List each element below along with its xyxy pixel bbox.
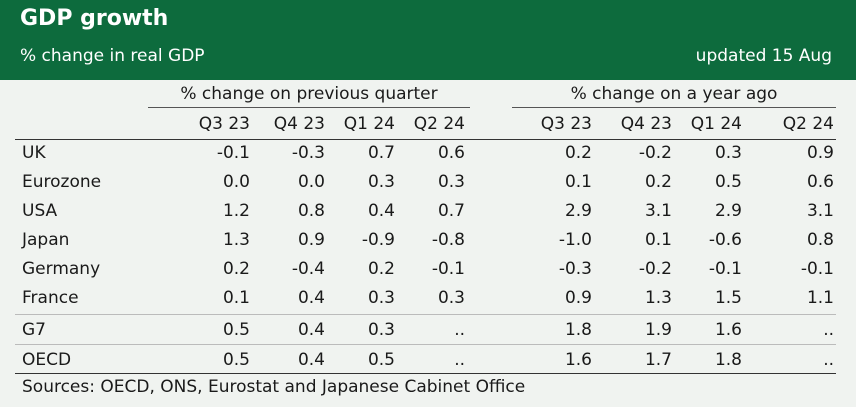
row-label: Eurozone — [22, 172, 102, 192]
table-cell: -0.1 — [708, 259, 742, 279]
table-cell: 0.5 — [222, 350, 250, 370]
table-cell: -0.3 — [558, 259, 592, 279]
group-header: % change on previous quarter — [180, 84, 438, 104]
table-cell: -0.9 — [361, 230, 395, 250]
table-cell: 0.6 — [437, 143, 465, 163]
table-cell: 0.3 — [437, 172, 465, 192]
table-cell: 0.1 — [222, 288, 250, 308]
row-rule — [15, 344, 836, 345]
table-cell: 0.5 — [367, 350, 395, 370]
row-label: Germany — [22, 259, 101, 279]
column-header: Q3 23 — [540, 114, 592, 134]
column-header: Q4 23 — [620, 114, 672, 134]
table-cell: 0.9 — [806, 143, 834, 163]
group-rule — [512, 107, 836, 108]
table-cell: 0.8 — [297, 201, 325, 221]
table-cell: -0.1 — [216, 143, 250, 163]
table-cell: 1.8 — [714, 350, 742, 370]
table-cell: 0.9 — [297, 230, 325, 250]
table-cell: 0.4 — [297, 350, 325, 370]
header-rule — [15, 139, 836, 140]
table-cell: .. — [454, 320, 465, 340]
table-cell: 0.4 — [297, 288, 325, 308]
group-rule — [148, 107, 470, 108]
table-cell: 1.6 — [564, 350, 592, 370]
table-cell: .. — [823, 320, 834, 340]
table-cell: -0.1 — [431, 259, 465, 279]
table-cell: 2.9 — [714, 201, 742, 221]
table-cell: 0.6 — [806, 172, 834, 192]
table-cell: 1.5 — [714, 288, 742, 308]
table-cell: 0.2 — [644, 172, 672, 192]
table-cell: 1.6 — [714, 320, 742, 340]
table-cell: -0.1 — [800, 259, 834, 279]
source-note: Sources: OECD, ONS, Eurostat and Japanes… — [22, 377, 526, 397]
table-cell: 0.7 — [367, 143, 395, 163]
table-cell: 0.0 — [297, 172, 325, 192]
row-label: USA — [22, 201, 58, 221]
table-cell: 0.2 — [222, 259, 250, 279]
table-cell: -0.6 — [708, 230, 742, 250]
table-cell: 2.9 — [564, 201, 592, 221]
subtitle: % change in real GDP — [20, 46, 205, 66]
table-cell: 0.4 — [367, 201, 395, 221]
table-cell: 0.3 — [367, 320, 395, 340]
table-cell: 1.3 — [644, 288, 672, 308]
table-cell: 0.5 — [222, 320, 250, 340]
table-cell: -0.3 — [291, 143, 325, 163]
table-cell: 0.2 — [367, 259, 395, 279]
table-cell: 0.9 — [564, 288, 592, 308]
table-cell: 1.1 — [806, 288, 834, 308]
table-cell: .. — [454, 350, 465, 370]
table-cell: 0.1 — [644, 230, 672, 250]
table-cell: 0.5 — [714, 172, 742, 192]
row-label: UK — [22, 143, 46, 163]
column-header: Q4 23 — [273, 114, 325, 134]
table-cell: 0.7 — [437, 201, 465, 221]
table-cell: 0.2 — [564, 143, 592, 163]
group-header: % change on a year ago — [570, 84, 778, 104]
updated: updated 15 Aug — [695, 46, 832, 66]
row-label: OECD — [22, 350, 72, 370]
header: GDP growth % change in real GDP updated … — [0, 0, 856, 80]
table-cell: 0.1 — [564, 172, 592, 192]
table-cell: -0.8 — [431, 230, 465, 250]
table-cell: -0.2 — [638, 143, 672, 163]
column-header: Q2 24 — [782, 114, 834, 134]
column-header: Q3 23 — [198, 114, 250, 134]
table-cell: 0.8 — [806, 230, 834, 250]
table-cell: 1.7 — [644, 350, 672, 370]
table-cell: 0.3 — [367, 172, 395, 192]
column-header: Q1 24 — [343, 114, 395, 134]
title: GDP growth — [20, 6, 169, 31]
table-cell: 1.3 — [222, 230, 250, 250]
row-label: France — [22, 288, 79, 308]
row-rule — [15, 314, 836, 315]
table-cell: 0.0 — [222, 172, 250, 192]
table-cell: 1.9 — [644, 320, 672, 340]
table-cell: -0.4 — [291, 259, 325, 279]
table-cell: 0.4 — [297, 320, 325, 340]
table-cell: 0.3 — [714, 143, 742, 163]
table-cell: 1.2 — [222, 201, 250, 221]
column-header: Q1 24 — [690, 114, 742, 134]
table-cell: 0.3 — [367, 288, 395, 308]
table-cell: 3.1 — [806, 201, 834, 221]
bottom-rule — [15, 373, 836, 374]
row-label: G7 — [22, 320, 46, 340]
table-cell: 0.3 — [437, 288, 465, 308]
table-cell: 3.1 — [644, 201, 672, 221]
table-cell: 1.8 — [564, 320, 592, 340]
table-cell: .. — [823, 350, 834, 370]
table-cell: -0.2 — [638, 259, 672, 279]
table-cell: -1.0 — [558, 230, 592, 250]
column-header: Q2 24 — [413, 114, 465, 134]
row-label: Japan — [22, 230, 70, 250]
